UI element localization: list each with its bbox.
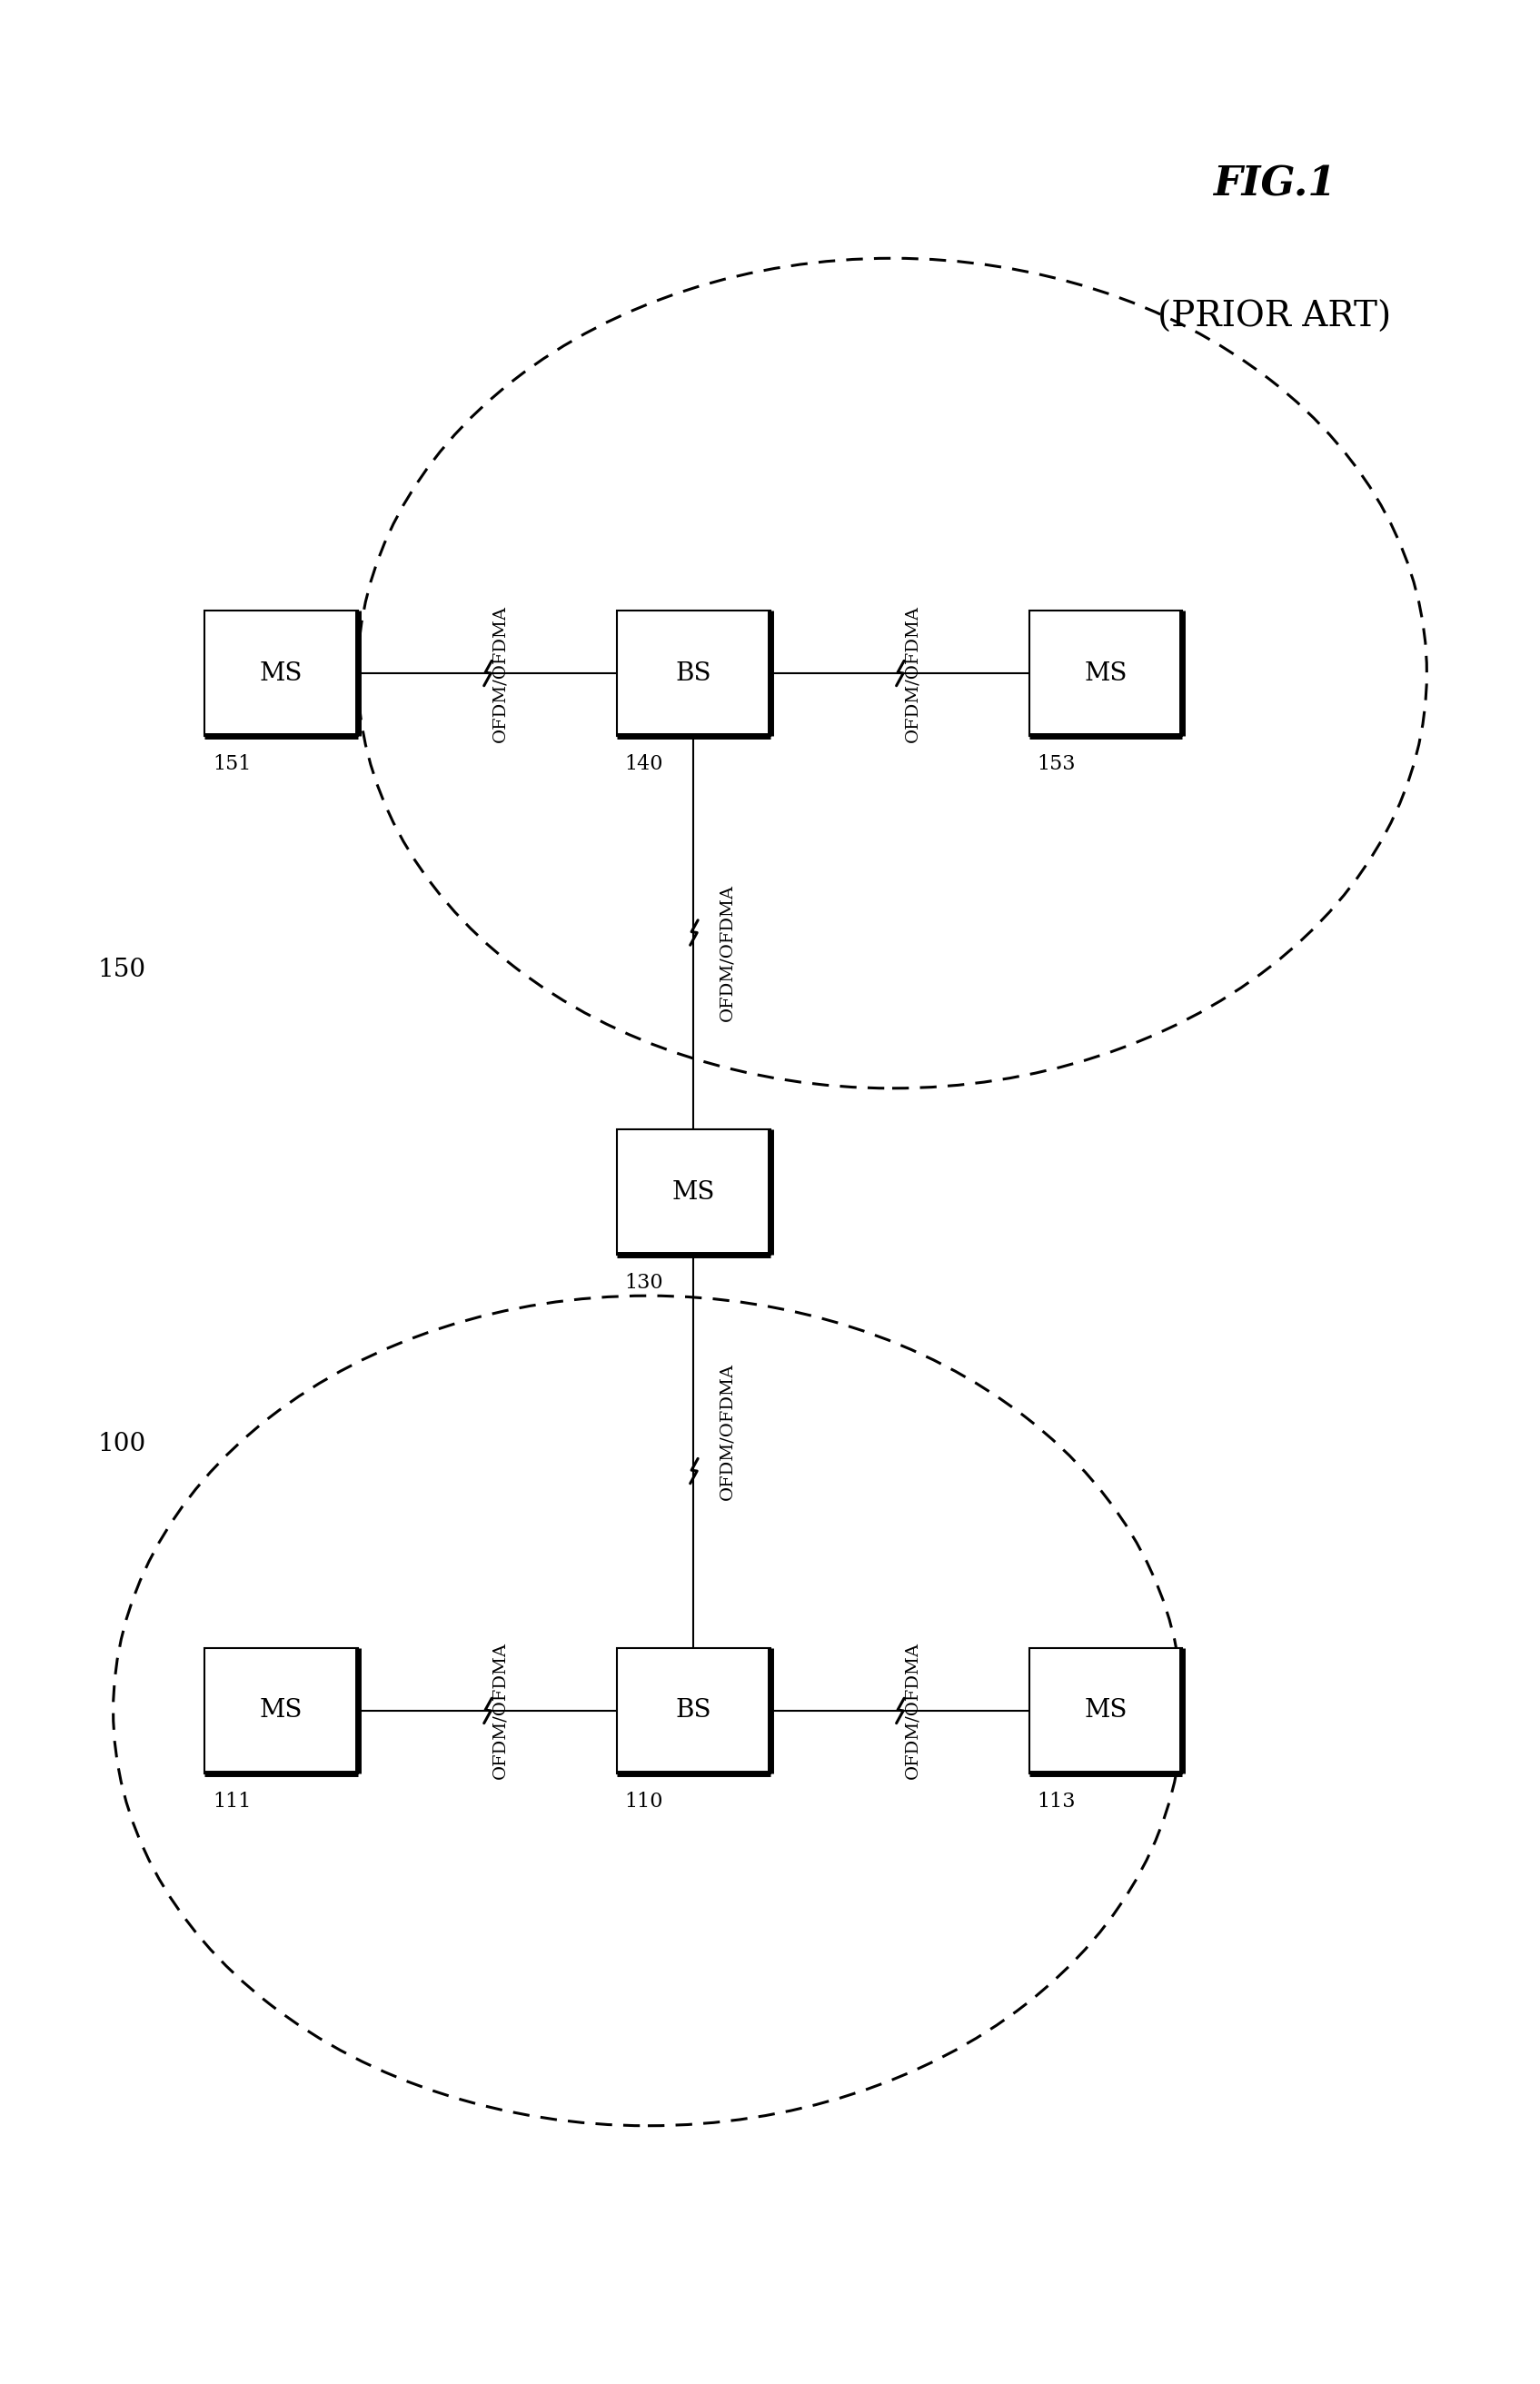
Text: 100: 100 [99,1433,146,1457]
Text: FIG.1: FIG.1 [1212,164,1335,203]
Text: MS: MS [671,1180,715,1204]
Text: OFDM/OFDMA: OFDM/OFDMA [493,606,508,741]
Text: (PRIOR ART): (PRIOR ART) [1157,300,1391,334]
Text: 153: 153 [1038,753,1076,775]
Text: OFDM/OFDMA: OFDM/OFDMA [493,1643,508,1778]
Text: MS: MS [1084,1697,1127,1724]
Text: 111: 111 [213,1790,251,1812]
Text: MS: MS [260,1697,303,1724]
Text: MS: MS [1084,660,1127,687]
Bar [205,1647,357,1774]
Bar [205,1647,357,1774]
Text: 110: 110 [625,1790,664,1812]
Text: OFDM/OFDMA: OFDM/OFDMA [904,1643,921,1778]
Text: MS: MS [260,660,303,687]
Text: OFDM/OFDMA: OFDM/OFDMA [719,1364,736,1500]
Text: 130: 130 [625,1273,664,1292]
Bar [205,610,357,737]
Bar [1030,1647,1183,1774]
Bar [618,1647,770,1774]
Text: OFDM/OFDMA: OFDM/OFDMA [719,884,736,1020]
Text: BS: BS [676,660,711,687]
Text: BS: BS [676,1697,711,1724]
Bar [205,610,357,737]
Text: 150: 150 [99,958,146,982]
Bar [618,1647,770,1774]
Bar [1030,1647,1183,1774]
Text: OFDM/OFDMA: OFDM/OFDMA [904,606,921,741]
Text: 113: 113 [1038,1790,1076,1812]
Text: 140: 140 [625,753,664,775]
Bar [618,610,770,737]
Bar [618,1130,770,1254]
Bar [618,1130,770,1254]
Bar [1030,610,1183,737]
Bar [618,610,770,737]
Text: 151: 151 [213,753,251,775]
Bar [1030,610,1183,737]
